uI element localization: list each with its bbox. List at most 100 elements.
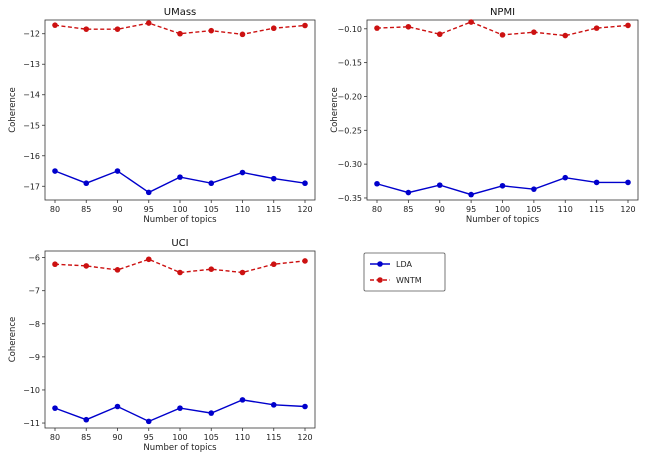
plot-frame [44,19,316,201]
data-point-wntm [239,31,246,38]
y-tick-label: −0.35 [337,194,362,203]
data-point-lda [593,179,600,186]
plot-frame [366,19,639,201]
x-tick-label: 110 [558,205,573,214]
legend-label-lda: LDA [396,260,412,269]
data-point-wntm [114,267,121,273]
y-tick-label: −15 [23,121,40,130]
chart-panel-npmi: NPMI 80 85 90 95 100 105 110 115 120 −0.10 −0.15 −0.… [330,7,639,225]
x-tick-label: 90 [435,205,445,214]
data-point-lda [208,410,215,416]
data-point-lda [499,182,506,189]
data-point-wntm [270,261,277,268]
data-point-wntm [145,20,152,26]
series-line-wntm [54,258,306,274]
data-point-lda [83,180,90,187]
x-tick-label: 120 [297,205,312,214]
y-tick-label: −14 [23,91,40,100]
y-tick-label: −7 [28,287,40,296]
data-point-lda [52,405,58,411]
x-tick-label: 110 [235,205,250,214]
x-tick-label: 95 [144,433,154,442]
y-axis-label: Coherence [8,317,18,363]
x-tick-label: 95 [144,205,154,214]
data-point-lda [302,403,308,410]
x-tick-label: 115 [589,205,604,214]
y-tick-label: −13 [23,60,40,69]
data-point-lda [145,418,152,425]
data-point-wntm [468,19,474,25]
data-point-lda [177,405,183,411]
data-point-lda [270,402,277,408]
x-tick-label: 85 [403,205,413,214]
data-point-wntm [114,26,121,32]
data-point-lda [83,416,90,423]
plot-frame [44,250,316,429]
chart-panel-umass: UMass 80 85 90 95 100 105 110 115 120 −12 −13 −14 −15… [8,7,316,225]
y-tick-label: −0.25 [337,126,362,135]
data-point-lda [531,186,537,192]
data-point-lda [177,174,183,180]
x-tick-label: 85 [81,433,91,442]
x-tick-label: 105 [526,205,541,214]
data-point-wntm [208,266,215,272]
data-point-wntm [239,269,246,276]
chart-title: NPMI [490,7,515,18]
data-point-wntm [177,269,183,276]
data-point-wntm [302,22,308,29]
x-axis-label: Number of topics [466,215,540,225]
y-tick-label: −0.30 [337,160,362,169]
series-line-lda [54,170,306,194]
data-point-lda [52,168,58,174]
x-tick-label: 80 [50,433,60,442]
x-tick-label: 100 [495,205,510,214]
data-point-wntm [52,261,58,268]
x-tick-label: 85 [81,205,91,214]
y-tick-label: −10 [23,386,40,395]
x-axis-label: Number of topics [143,215,217,225]
data-point-lda [239,169,246,176]
data-point-wntm [374,25,380,31]
y-tick-label: −17 [23,182,40,191]
x-tick-label: 115 [266,433,281,442]
data-point-wntm [83,26,90,32]
x-tick-label: 80 [372,205,382,214]
y-tick-label: −0.20 [337,92,362,101]
legend: LDA WNTM [363,252,446,292]
x-tick-label: 90 [112,433,122,442]
x-tick-label: 90 [112,205,122,214]
data-point-lda [374,180,380,187]
legend-frame [363,252,446,292]
data-point-wntm [562,32,569,39]
data-point-wntm [83,263,90,269]
data-point-wntm [52,22,58,28]
data-point-lda [114,168,121,174]
x-tick-label: 95 [466,205,476,214]
y-axis-label: Coherence [330,87,340,133]
data-point-lda [114,403,121,410]
data-point-wntm [436,31,443,38]
legend-marker-wntm [377,277,383,283]
y-axis-label: Coherence [8,87,18,133]
data-point-lda [436,182,443,188]
x-tick-label: 120 [297,433,312,442]
legend-label-wntm: WNTM [396,276,422,285]
data-point-lda [239,397,246,403]
chart-panel-uci: UCI 80 85 90 95 100 105 110 115 120 −6 −7 −8 −9 −10 −11… [8,238,316,453]
y-tick-label: −8 [28,320,40,329]
data-point-wntm [531,29,537,35]
series-line-wntm [54,22,306,36]
y-tick-label: −6 [28,254,40,263]
data-point-lda [468,191,474,198]
x-tick-label: 100 [172,433,187,442]
y-tick-label: −11 [23,419,40,428]
x-axis-label: Number of topics [143,443,217,453]
data-point-lda [405,189,412,196]
y-tick-label: −12 [23,30,40,39]
data-point-lda [625,179,631,186]
data-point-wntm [405,23,412,30]
data-point-wntm [177,30,183,37]
x-tick-label: 105 [204,433,219,442]
x-tick-label: 120 [620,205,635,214]
data-point-wntm [499,32,506,38]
